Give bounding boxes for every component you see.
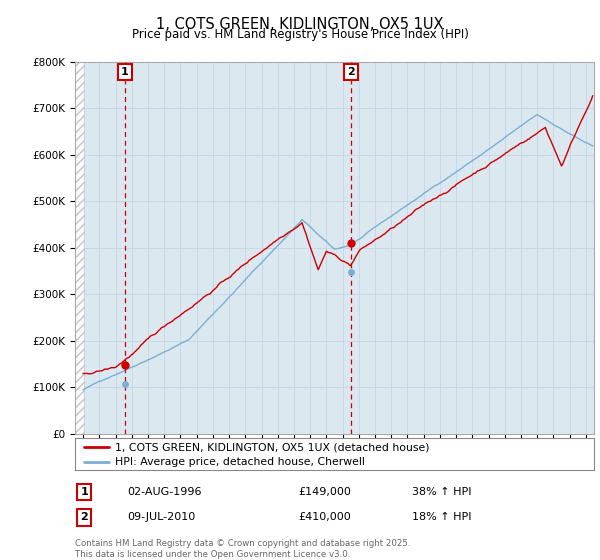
Text: HPI: Average price, detached house, Cherwell: HPI: Average price, detached house, Cher…: [115, 458, 365, 467]
Text: 09-JUL-2010: 09-JUL-2010: [127, 512, 195, 522]
Text: Price paid vs. HM Land Registry's House Price Index (HPI): Price paid vs. HM Land Registry's House …: [131, 28, 469, 41]
Text: £149,000: £149,000: [298, 487, 351, 497]
Text: 1, COTS GREEN, KIDLINGTON, OX5 1UX: 1, COTS GREEN, KIDLINGTON, OX5 1UX: [156, 17, 444, 32]
Text: 18% ↑ HPI: 18% ↑ HPI: [412, 512, 472, 522]
Text: 38% ↑ HPI: 38% ↑ HPI: [412, 487, 472, 497]
Text: 2: 2: [347, 67, 355, 77]
Text: 2: 2: [80, 512, 88, 522]
Text: 02-AUG-1996: 02-AUG-1996: [127, 487, 202, 497]
Text: 1, COTS GREEN, KIDLINGTON, OX5 1UX (detached house): 1, COTS GREEN, KIDLINGTON, OX5 1UX (deta…: [115, 442, 430, 452]
Text: £410,000: £410,000: [298, 512, 351, 522]
Text: Contains HM Land Registry data © Crown copyright and database right 2025.
This d: Contains HM Land Registry data © Crown c…: [75, 539, 410, 559]
Text: 1: 1: [80, 487, 88, 497]
Text: 1: 1: [121, 67, 129, 77]
